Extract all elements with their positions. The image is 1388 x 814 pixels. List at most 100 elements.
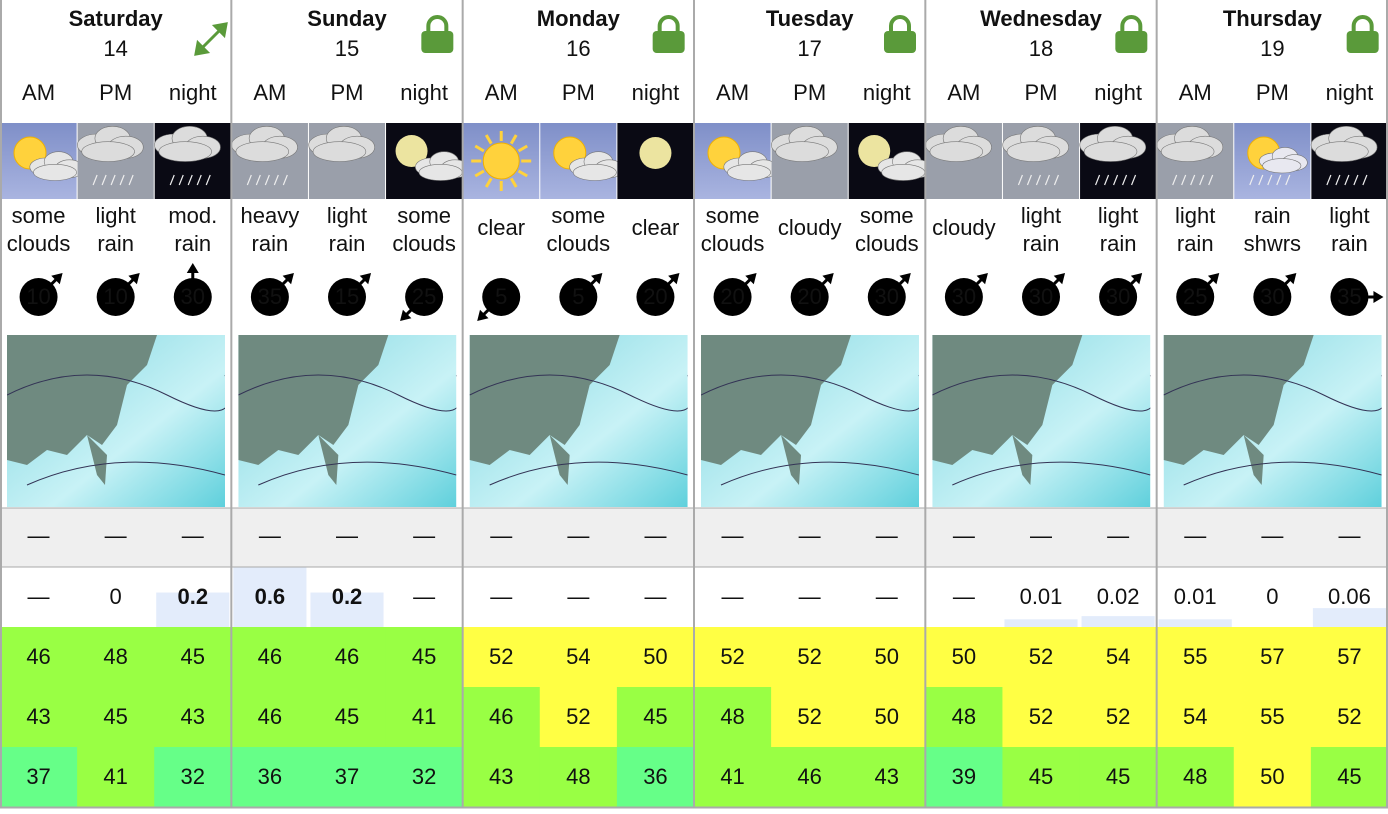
summary-text: light <box>327 203 367 228</box>
map-land <box>469 335 620 465</box>
period-label: AM <box>716 80 749 105</box>
temp-cell <box>1156 747 1235 807</box>
summary-text: clouds <box>701 231 765 256</box>
cloud <box>312 141 367 162</box>
rain-streak <box>1181 174 1187 186</box>
snow-value: — <box>336 523 358 548</box>
period-label: night <box>632 80 680 105</box>
rain-value: 0.01 <box>1174 584 1217 609</box>
temp-value: 52 <box>489 644 513 669</box>
temp-value: 46 <box>258 704 282 729</box>
summary-text: rain <box>1177 231 1214 256</box>
temp-cell <box>385 627 464 687</box>
map-land <box>701 335 851 465</box>
temp-cell <box>1079 627 1158 687</box>
summary-text: cloudy <box>778 215 842 240</box>
wind-speed: 30 <box>875 284 899 309</box>
rain-streak <box>1053 174 1060 186</box>
rain-streak <box>1353 174 1359 186</box>
rain-streak <box>1103 174 1110 186</box>
wind-circle <box>173 278 212 316</box>
rain-value: — <box>876 584 898 609</box>
temp-cell <box>771 747 849 807</box>
temp-cell <box>0 687 78 747</box>
temp-cell <box>462 747 541 807</box>
temp-value: 57 <box>1260 644 1284 669</box>
cloud <box>235 141 290 162</box>
temp-value: 45 <box>643 704 667 729</box>
temp-value: 52 <box>797 644 821 669</box>
rain-streak <box>1199 174 1205 186</box>
temp-value: 55 <box>1260 704 1284 729</box>
sun-ray <box>517 144 528 153</box>
day-name: Wednesday <box>980 6 1103 31</box>
temp-value: 52 <box>1029 704 1053 729</box>
map-land <box>932 335 1083 465</box>
rain-streak <box>178 174 184 186</box>
period-label: PM <box>562 80 595 105</box>
period-label: AM <box>1179 80 1212 105</box>
temp-cell <box>231 747 309 807</box>
temp-cell <box>231 627 309 687</box>
temp-cell <box>1079 687 1158 747</box>
rain-value: — <box>413 584 435 609</box>
expand-icon[interactable] <box>194 22 228 56</box>
rain-value: 0.06 <box>1328 584 1371 609</box>
temp-value: 48 <box>566 764 590 789</box>
summary-text: heavy <box>241 203 300 228</box>
rain-value: 0.6 <box>255 584 286 609</box>
day-name: Sunday <box>307 6 387 31</box>
summary-text: light <box>1329 203 1369 228</box>
map-isobar <box>7 374 225 412</box>
map-florida <box>1012 435 1033 485</box>
rain-value: — <box>799 584 821 609</box>
snow-value: — <box>1184 523 1206 548</box>
temp-value: 52 <box>797 704 821 729</box>
rain-streak <box>1130 174 1137 186</box>
temp-value: 46 <box>489 704 513 729</box>
lock-icon <box>1115 15 1148 53</box>
rain-bar <box>1081 616 1155 627</box>
wind-arrow-head <box>282 272 294 285</box>
wind-circle <box>1176 278 1215 316</box>
day-date: 15 <box>335 36 359 61</box>
temp-value: 41 <box>412 704 436 729</box>
wind-arrow-head <box>976 272 988 285</box>
temp-value: 52 <box>1029 644 1053 669</box>
wind-speed: 20 <box>720 284 744 309</box>
temp-cell <box>1079 747 1158 807</box>
snow-value: — <box>1338 523 1360 548</box>
rain-streak <box>1094 174 1101 186</box>
wind-arrow-head <box>186 263 199 273</box>
summary-text: rain <box>97 231 134 256</box>
period-label: night <box>1094 80 1142 105</box>
rain-streak <box>1208 174 1214 186</box>
weather-map <box>932 335 1151 507</box>
period-label: AM <box>485 80 518 105</box>
temp-value: 45 <box>1337 764 1361 789</box>
weather-map <box>1163 335 1382 507</box>
map-florida <box>87 435 107 485</box>
temp-value: 32 <box>181 764 205 789</box>
lock-icon <box>652 15 685 53</box>
temp-cell <box>0 747 78 807</box>
wind-circle <box>867 278 906 316</box>
temp-value: 43 <box>181 704 205 729</box>
temp-cell <box>616 627 695 687</box>
cloud <box>1160 141 1215 162</box>
sun-ray <box>509 134 518 145</box>
map-land <box>238 335 389 465</box>
period-label: PM <box>793 80 826 105</box>
temp-cell <box>462 627 541 687</box>
temp-value: 50 <box>875 704 899 729</box>
temp-cell <box>694 687 772 747</box>
summary-text: rain <box>1023 231 1060 256</box>
temp-cell <box>154 747 232 807</box>
rain-streak <box>1121 174 1128 186</box>
wind-circle <box>713 278 752 316</box>
rain-streak <box>1285 174 1291 186</box>
lock-shackle <box>426 15 449 32</box>
sun <box>482 142 520 180</box>
temp-value: 50 <box>952 644 976 669</box>
